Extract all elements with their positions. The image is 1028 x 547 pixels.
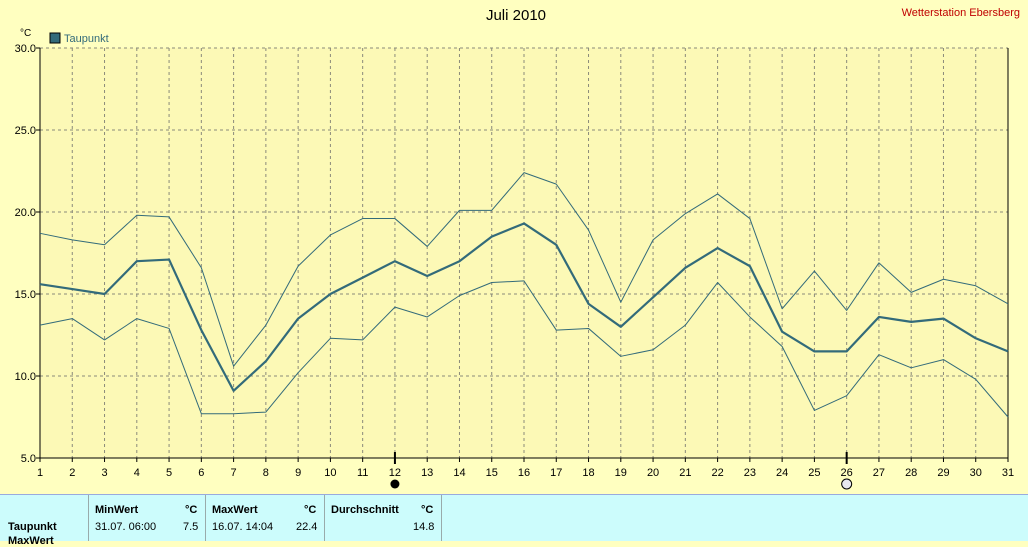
y-tick-label: 10.0 — [15, 371, 36, 383]
min-value-column: MinWert °C 31.07. 06:00 7.5 — [88, 495, 205, 541]
x-tick-label: 27 — [873, 467, 885, 479]
min-time: 31.07. 06:00 — [95, 521, 157, 533]
avg-header: Durchschnitt — [331, 504, 399, 516]
tick-labels: 5.010.015.020.025.030.01 2 3 4 5 6 7 8 9 10 11 12 13… — [15, 43, 1015, 479]
x-tick-label: 1 — [37, 467, 43, 479]
summary-next-row-label: MaxWert — [8, 535, 54, 547]
max-value-column: MaxWert °C 16.07. 14:04 22.4 — [205, 495, 324, 541]
x-tick-label: 22 — [711, 467, 723, 479]
summary-panel: Taupunkt MaxWert MinWert °C 31.07. 06:00… — [0, 494, 1028, 547]
series-line-min — [39, 280, 1009, 418]
x-tick-label: 8 — [263, 467, 269, 479]
min-unit: °C — [185, 504, 198, 516]
moon-markers — [390, 452, 853, 490]
x-tick-label: 12 — [389, 467, 401, 479]
full-moon-icon — [841, 478, 853, 490]
y-axis-unit: °C — [20, 28, 31, 39]
x-tick-label: 7 — [231, 467, 237, 479]
legend-label: Taupunkt — [64, 33, 109, 45]
x-tick-label: 14 — [453, 467, 465, 479]
y-tick-label: 20.0 — [15, 207, 36, 219]
average-column: Durchschnitt °C 14.8 — [324, 495, 442, 541]
y-tick-label: 5.0 — [21, 453, 36, 465]
summary-row-label: Taupunkt — [8, 521, 57, 533]
x-tick-label: 23 — [744, 467, 756, 479]
x-tick-label: 29 — [937, 467, 949, 479]
x-tick-label: 9 — [295, 467, 301, 479]
x-tick-label: 17 — [550, 467, 562, 479]
avg-unit: °C — [421, 504, 434, 516]
max-header: MaxWert — [212, 504, 258, 516]
x-tick-label: 30 — [970, 467, 982, 479]
x-tick-label: 19 — [615, 467, 627, 479]
x-tick-label: 21 — [679, 467, 691, 479]
x-tick-label: 24 — [776, 467, 788, 479]
x-tick-label: 20 — [647, 467, 659, 479]
chart: 5.010.015.020.025.030.01 2 3 4 5 6 7 8 9 10 11 12 13… — [15, 7, 1020, 490]
x-tick-label: 4 — [134, 467, 140, 479]
x-tick-label: 13 — [421, 467, 433, 479]
max-time: 16.07. 14:04 — [212, 521, 274, 533]
x-tick-label: 31 — [1002, 467, 1014, 479]
x-tick-label: 25 — [808, 467, 820, 479]
avg-value: 14.8 — [413, 521, 435, 533]
series-line-mean — [39, 222, 1009, 392]
series-line-max — [39, 172, 1009, 367]
max-value: 22.4 — [296, 521, 318, 533]
min-value: 7.5 — [183, 521, 199, 533]
x-tick-label: 5 — [166, 467, 172, 479]
grid — [40, 47, 1009, 458]
x-tick-label: 3 — [101, 467, 107, 479]
x-tick-label: 11 — [357, 467, 368, 479]
x-tick-label: 16 — [518, 467, 530, 479]
station-name: Wetterstation Ebersberg — [902, 7, 1020, 19]
new-moon-icon — [390, 479, 400, 489]
y-tick-label: 25.0 — [15, 125, 36, 137]
x-tick-label: 10 — [324, 467, 336, 479]
x-tick-label: 6 — [198, 467, 204, 479]
max-unit: °C — [304, 504, 317, 516]
min-header: MinWert — [95, 504, 139, 516]
y-tick-label: 30.0 — [15, 43, 36, 55]
series-lines — [39, 172, 1009, 418]
x-tick-label: 15 — [486, 467, 498, 479]
y-tick-label: 15.0 — [15, 289, 36, 301]
x-tick-label: 2 — [69, 467, 75, 479]
chart-title: Juli 2010 — [486, 7, 546, 24]
legend-swatch — [49, 32, 61, 44]
x-tick-label: 26 — [841, 467, 853, 479]
x-tick-label: 18 — [582, 467, 594, 479]
x-tick-label: 28 — [905, 467, 917, 479]
